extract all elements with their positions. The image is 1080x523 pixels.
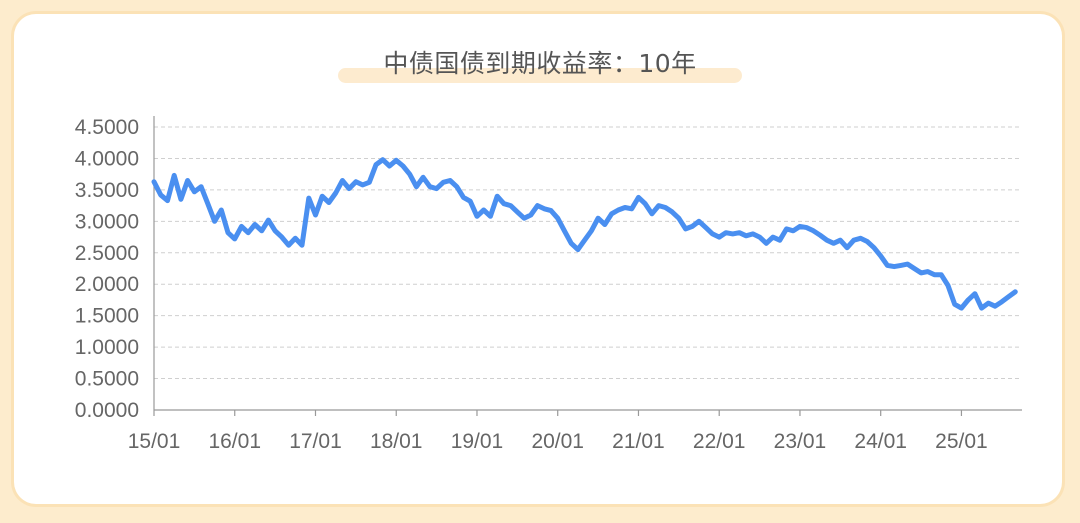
x-tick-label: 22/01 bbox=[693, 430, 746, 453]
x-tick-label: 17/01 bbox=[289, 430, 342, 453]
title-highlight bbox=[338, 68, 742, 83]
chart-card bbox=[14, 14, 1062, 504]
y-tick-label: 2.5000 bbox=[75, 242, 139, 265]
x-tick-label: 25/01 bbox=[935, 430, 988, 453]
y-tick-label: 2.0000 bbox=[75, 273, 139, 296]
x-tick-label: 19/01 bbox=[451, 430, 504, 453]
x-tick-label: 23/01 bbox=[774, 430, 827, 453]
series-line bbox=[151, 157, 1018, 311]
x-tick-label: 18/01 bbox=[370, 430, 423, 453]
y-tick-label: 1.0000 bbox=[75, 336, 139, 359]
x-tick-label: 20/01 bbox=[531, 430, 584, 453]
y-tick-label: 3.0000 bbox=[75, 210, 139, 233]
x-tick-label: 16/01 bbox=[208, 430, 261, 453]
y-tick-label: 0.5000 bbox=[75, 368, 139, 391]
y-tick-label: 4.5000 bbox=[75, 116, 139, 139]
chart-title: 中债国债到期收益率：10年 bbox=[383, 49, 697, 78]
x-tick-label: 21/01 bbox=[612, 430, 665, 453]
x-tick-label: 24/01 bbox=[854, 430, 907, 453]
y-tick-label: 0.0000 bbox=[75, 399, 139, 422]
y-tick-label: 1.5000 bbox=[75, 305, 139, 328]
x-tick-label: 15/01 bbox=[128, 430, 181, 453]
y-tick-label: 3.5000 bbox=[75, 179, 139, 202]
y-tick-label: 4.0000 bbox=[75, 147, 139, 170]
